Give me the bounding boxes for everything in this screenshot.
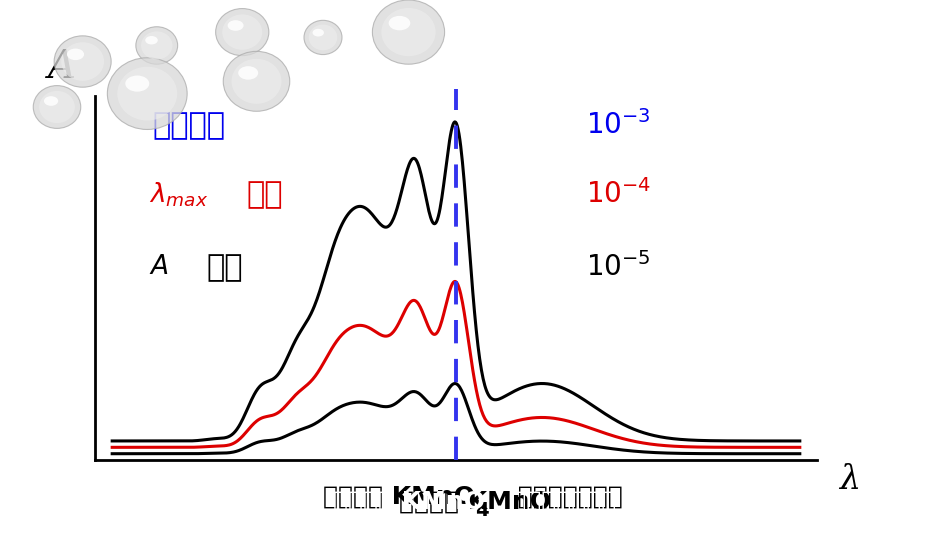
Ellipse shape	[309, 25, 337, 50]
Ellipse shape	[222, 14, 262, 50]
Text: λ: λ	[839, 464, 860, 496]
Ellipse shape	[216, 9, 269, 56]
Ellipse shape	[44, 96, 58, 106]
Ellipse shape	[118, 67, 177, 120]
Ellipse shape	[54, 36, 111, 87]
Ellipse shape	[313, 29, 324, 36]
Text: 不同: 不同	[207, 253, 243, 282]
Ellipse shape	[223, 51, 290, 111]
Text: $10^{-3}$: $10^{-3}$	[586, 110, 651, 140]
Ellipse shape	[136, 27, 178, 64]
Text: $10^{-4}$: $10^{-4}$	[586, 180, 651, 210]
Ellipse shape	[61, 42, 104, 81]
Ellipse shape	[389, 16, 410, 30]
Text: $\lambda_{max}$: $\lambda_{max}$	[149, 180, 208, 209]
Ellipse shape	[107, 58, 187, 129]
Ellipse shape	[228, 20, 243, 31]
Text: 不同浓度 KMnO: 不同浓度 KMnO	[399, 490, 551, 514]
Ellipse shape	[39, 91, 75, 123]
Text: $A$: $A$	[149, 254, 169, 280]
Text: 不同浓度 KMnO   溶液的吸收曲线: 不同浓度 KMnO 溶液的吸收曲线	[333, 490, 617, 514]
Text: A: A	[48, 49, 77, 86]
Ellipse shape	[382, 8, 435, 56]
Ellipse shape	[232, 59, 281, 104]
Text: 不变: 不变	[247, 180, 283, 209]
Ellipse shape	[304, 20, 342, 55]
Ellipse shape	[145, 36, 158, 44]
Text: 4: 4	[475, 501, 488, 520]
Ellipse shape	[238, 66, 258, 80]
Text: 不同浓度 KMnO: 不同浓度 KMnO	[323, 485, 475, 509]
Ellipse shape	[33, 86, 81, 128]
Ellipse shape	[66, 49, 84, 60]
Text: 形状相同: 形状相同	[153, 111, 226, 140]
Ellipse shape	[372, 0, 445, 64]
Text: 溶液的吸收曲线: 溶液的吸收曲线	[509, 485, 623, 509]
Ellipse shape	[141, 32, 173, 59]
Text: $10^{-5}$: $10^{-5}$	[586, 253, 651, 282]
Ellipse shape	[125, 75, 149, 91]
